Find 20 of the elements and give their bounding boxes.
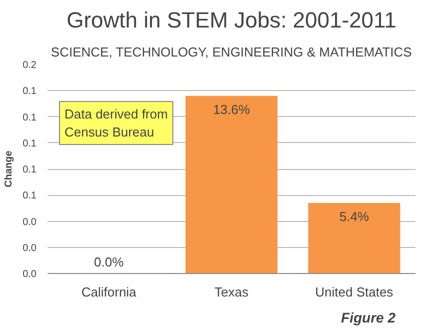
y-tick-label: 0.2 bbox=[22, 60, 37, 71]
y-tick-label: 0.1 bbox=[22, 86, 37, 98]
y-tick-label: 0.0 bbox=[22, 216, 37, 228]
y-axis-title: Change bbox=[4, 150, 15, 188]
data-label: 5.4% bbox=[339, 208, 370, 224]
annotation: Data derived from Census Bureau bbox=[64, 106, 168, 140]
y-tick-label: 0.0 bbox=[22, 242, 37, 254]
y-tick-label: 0.0 bbox=[22, 269, 37, 280]
caption: Figure 2 bbox=[341, 310, 396, 326]
x-tick-label: California bbox=[81, 284, 138, 300]
data-label: 0.0% bbox=[94, 254, 124, 270]
x-tick-label: Texas bbox=[214, 284, 249, 300]
data-label: 13.6% bbox=[213, 102, 250, 117]
chart-title: Growth in STEM Jobs: 2001-2011 bbox=[66, 8, 396, 32]
chart-subtitle: SCIENCE, TECHNOLOGY, ENGINEERING & MATHEMATICS bbox=[50, 44, 412, 60]
y-tick-label: 0.1 bbox=[22, 164, 37, 176]
y-tick-label: 0.1 bbox=[22, 112, 37, 124]
x-tick-label: United States bbox=[315, 284, 394, 300]
y-tick-label: 0.1 bbox=[22, 138, 37, 150]
y-tick-label: 0.1 bbox=[22, 190, 37, 202]
